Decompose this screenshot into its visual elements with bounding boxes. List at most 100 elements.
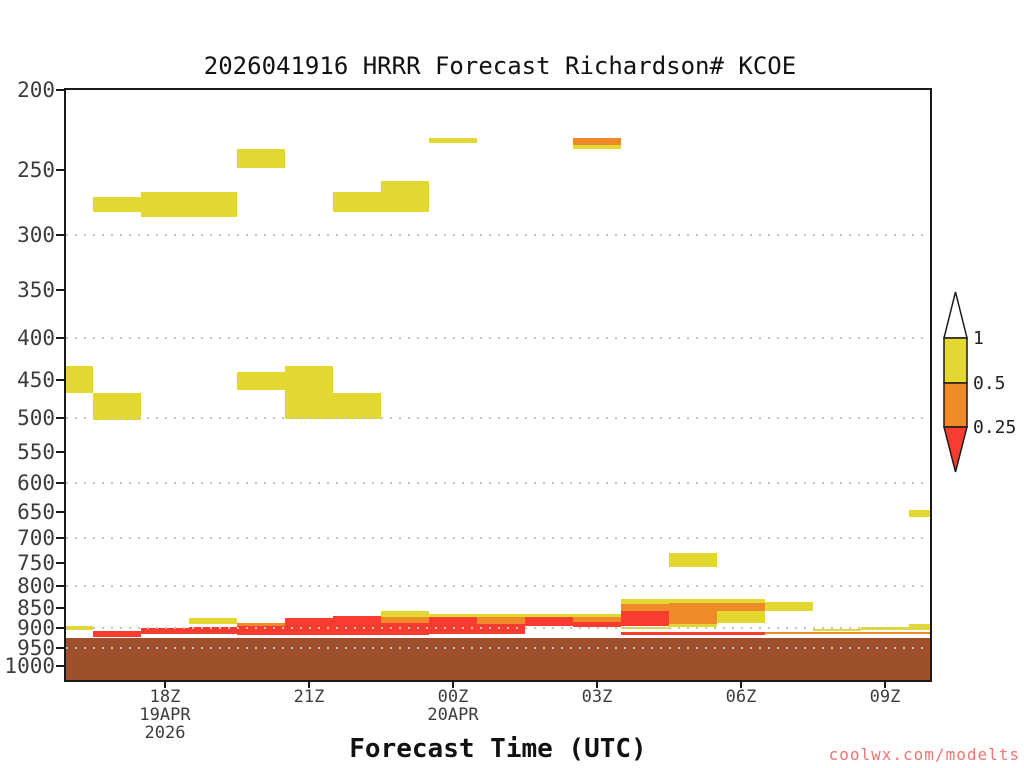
richardson-cell-y [429,613,477,617]
x-tick-18Z [164,680,166,688]
richardson-cell-o [573,138,621,145]
pressure-gridline-950 [66,646,930,649]
x-tick-label-09Z: 09Z [869,687,901,707]
y-tick-label-250: 250 [17,157,55,182]
richardson-cell-r [621,610,669,626]
x-tick-06Z [740,680,742,688]
richardson-cell-y [381,181,429,212]
y-tick-700 [56,537,65,540]
y-tick-450 [56,379,65,382]
x-tick-label-00Z: 00Z [437,687,469,707]
y-tick-label-200: 200 [17,78,55,102]
x-tick-21Z [308,680,310,688]
pressure-gridline-800 [66,585,930,588]
richardson-cell-y [477,613,525,617]
pressure-gridline-600 [66,482,930,485]
watermark: coolwx.com/modelts [828,745,1020,764]
y-tick-1000 [56,664,65,667]
richardson-cell-r [573,621,621,628]
richardson-cell-r [237,625,285,635]
richardson-cell-y [765,601,813,611]
y-tick-650 [56,510,65,513]
colorbar-label-0.5: 0.5 [973,373,1006,394]
richardson-cell-r [285,617,333,635]
richardson-colorbar: 1 0.5 0.25 [943,291,1016,473]
richardson-cell-y [573,613,621,617]
colorbar-segment-orange [943,382,968,428]
y-tick-400 [56,337,65,340]
richardson-cell-y [285,365,333,420]
richardson-cell-r [189,626,237,634]
plot-frame [64,88,932,682]
y-tick-label-350: 350 [17,278,55,303]
richardson-cell-r [93,630,141,637]
colorbar-arrow-down [943,426,968,473]
richardson-cell-o [765,631,930,634]
richardson-cell-y [909,509,930,518]
y-tick-500 [56,416,65,419]
pressure-gridline-500 [66,416,930,419]
richardson-cell-o [573,616,621,622]
richardson-cell-r [333,615,381,635]
y-tick-label-300: 300 [17,223,55,248]
y-tick-label-850: 850 [17,595,55,620]
y-tick-750 [56,562,65,564]
y-tick-label-550: 550 [17,440,55,464]
y-tick-label-900: 900 [17,616,55,641]
richardson-cell-y [93,197,141,212]
richardson-cell-y [813,628,861,631]
x-tick-label-06Z: 06Z [725,687,757,707]
y-tick-label-450: 450 [17,368,55,393]
richardson-cell-o [381,616,429,623]
x-tick-03Z [596,680,598,688]
y-tick-550 [56,451,65,453]
richardson-cell-o [477,616,525,624]
y-tick-800 [56,585,65,588]
richardson-cell-y [669,552,717,567]
y-tick-label-650: 650 [17,499,55,524]
richardson-cell-y [669,598,717,603]
richardson-cell-y [573,144,621,150]
y-tick-label-400: 400 [17,326,55,351]
richardson-cell-r [525,616,573,626]
y-tick-label-500: 500 [17,405,55,430]
richardson-cell-o [669,602,717,624]
chart-title: 2026041916 HRRR Forecast Richardson# KCO… [203,52,797,80]
richardson-cell-y [141,192,237,217]
x-tick-label-21Z: 21Z [293,687,325,707]
y-tick-850 [56,606,65,609]
y-tick-label-950: 950 [17,635,55,660]
richardson-cell-y [669,623,717,627]
colorbar-label-1: 1 [973,328,984,349]
y-tick-label-700: 700 [17,526,55,551]
richardson-cell-r [621,631,765,635]
richardson-cell-y [93,392,141,421]
y-tick-label-750: 750 [17,551,55,575]
richardson-cell-y [333,192,381,212]
x-axis-title: Forecast Time (UTC) [349,734,647,764]
y-tick-label-800: 800 [17,574,55,599]
richardson-cell-o [717,602,765,611]
x-tick-label-03Z: 03Z [581,687,613,707]
richardson-cell-o [237,622,285,626]
richardson-cell-y [525,613,573,617]
richardson-cell-y [381,610,429,617]
pressure-gridline-400 [66,337,930,340]
y-tick-250 [56,168,65,171]
richardson-cell-o [621,603,669,611]
richardson-cell-y [429,138,477,144]
x-tick-sublabel-20APR: 20APR [427,705,479,725]
richardson-cell-y [237,372,285,390]
x-tick-09Z [884,680,886,688]
pressure-gridline-300 [66,234,930,237]
y-tick-label-1000: 1000 [4,653,55,678]
richardson-cell-r [141,627,189,634]
richardson-cell-y [237,149,285,169]
y-tick-label-600: 600 [17,471,55,496]
richardson-cell-y [717,610,765,623]
colorbar-arrow-up [943,291,968,339]
richardson-cell-y [66,365,93,393]
y-tick-200 [56,89,65,91]
y-tick-900 [56,627,65,630]
